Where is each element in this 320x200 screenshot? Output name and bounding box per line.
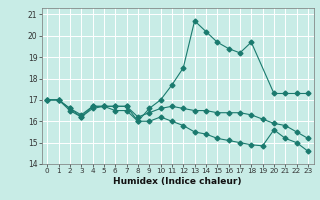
X-axis label: Humidex (Indice chaleur): Humidex (Indice chaleur) [113, 177, 242, 186]
